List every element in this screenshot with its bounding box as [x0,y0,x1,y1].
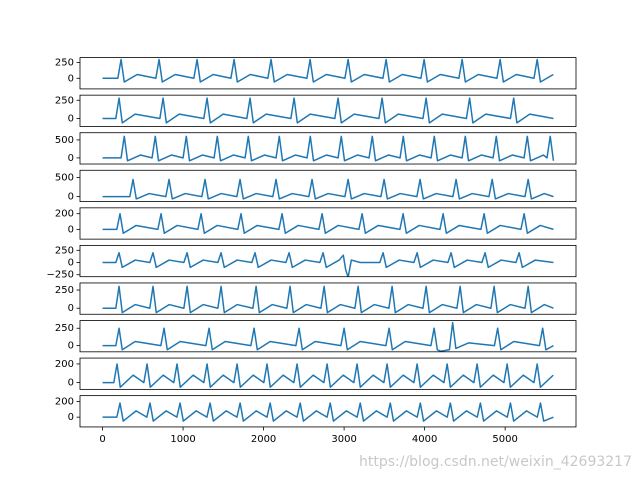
y-tick-label: 0 [68,341,74,352]
y-tick-label: 200 [55,397,74,408]
y-tick-label: 250 [55,323,74,334]
y-tick-label: 0 [68,192,74,203]
axes-frame [79,57,577,90]
y-tick-label: 0 [68,378,74,389]
axes-frame [79,132,577,165]
signal-line [102,285,554,314]
y-tick-label: −250 [47,270,74,281]
y-tick-label: 0 [68,113,74,124]
y-tick-label: 200 [55,359,74,370]
y-tick-label: 250 [55,285,74,296]
signal-line [102,402,554,422]
axes-frame [79,282,577,315]
y-tick-label: 0 [68,153,74,164]
axes-frame [79,207,577,240]
axes-frame [79,320,577,353]
signal-line [102,97,554,124]
axes-frame [79,169,577,202]
y-tick-label: 0 [68,303,74,314]
y-tick-label: 0 [68,73,74,84]
signal-line [102,212,554,235]
x-tick-label: 1000 [170,434,195,445]
x-tick-label: 2000 [251,434,276,445]
y-tick-label: 250 [55,95,74,106]
axes-frame [79,357,577,390]
axes-frame [79,94,577,127]
watermark: https://blog.csdn.net/weixin_42693217 [359,454,632,470]
signal-line [102,321,554,352]
signal-line [102,363,554,388]
y-tick-label: 250 [55,58,74,69]
signal-line [102,135,555,162]
signal-line [102,58,554,83]
y-tick-label: 500 [55,135,74,146]
signal-line [102,178,554,200]
y-tick-label: 250 [55,245,74,256]
y-tick-label: 0 [68,224,74,235]
y-tick-label: 0 [68,412,74,423]
y-tick-label: 500 [55,173,74,184]
x-tick-label: 4000 [412,434,437,445]
x-tick-label: 0 [99,434,105,445]
axes-frame [79,244,577,278]
x-tick-label: 3000 [331,434,356,445]
signal-line [102,251,554,277]
axes-frame [79,395,577,428]
y-tick-label: 0 [68,258,74,269]
y-tick-label: 200 [55,209,74,220]
x-tick-label: 5000 [492,434,517,445]
